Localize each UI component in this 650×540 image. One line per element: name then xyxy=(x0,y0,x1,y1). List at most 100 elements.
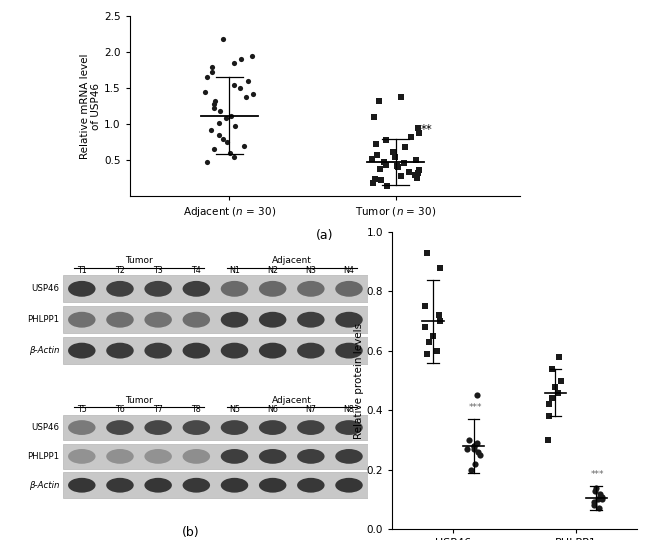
Text: T2: T2 xyxy=(115,266,125,274)
Text: ***: *** xyxy=(469,403,482,412)
Point xyxy=(593,504,604,512)
Point xyxy=(422,248,432,257)
Point xyxy=(413,124,423,132)
Point xyxy=(382,182,392,191)
Ellipse shape xyxy=(297,478,324,492)
Ellipse shape xyxy=(183,312,210,328)
Text: PHLPP1: PHLPP1 xyxy=(27,315,59,324)
Ellipse shape xyxy=(106,420,134,435)
Point xyxy=(206,126,216,134)
Point xyxy=(544,400,554,409)
Ellipse shape xyxy=(106,312,134,328)
Text: **: ** xyxy=(421,123,432,136)
Ellipse shape xyxy=(259,343,287,359)
Point xyxy=(469,442,479,450)
Ellipse shape xyxy=(297,312,324,328)
Point xyxy=(390,152,400,161)
Point xyxy=(214,118,224,127)
Point xyxy=(368,179,378,187)
Point xyxy=(422,349,432,358)
Ellipse shape xyxy=(335,478,363,492)
Ellipse shape xyxy=(68,281,96,297)
Ellipse shape xyxy=(335,420,363,435)
Point xyxy=(372,150,382,159)
Point xyxy=(229,59,239,68)
Point xyxy=(406,133,416,141)
Point xyxy=(435,317,445,326)
Point xyxy=(597,492,607,501)
Ellipse shape xyxy=(297,449,324,464)
Point xyxy=(235,84,245,92)
Point xyxy=(391,161,402,170)
Point xyxy=(369,113,379,122)
Text: Tumor: Tumor xyxy=(125,256,153,265)
Ellipse shape xyxy=(183,449,210,464)
Point xyxy=(434,311,445,320)
Point xyxy=(236,55,246,64)
Point xyxy=(200,87,211,96)
Ellipse shape xyxy=(335,343,363,359)
Point xyxy=(381,136,391,144)
Point xyxy=(209,145,220,154)
Ellipse shape xyxy=(297,420,324,435)
Ellipse shape xyxy=(106,478,134,492)
Y-axis label: Relative protein levels: Relative protein levels xyxy=(354,322,364,438)
Ellipse shape xyxy=(68,343,96,359)
Point xyxy=(229,80,240,89)
Text: N7: N7 xyxy=(306,405,317,414)
Point xyxy=(367,154,378,163)
Point xyxy=(412,169,423,178)
Ellipse shape xyxy=(221,478,248,492)
Point xyxy=(398,159,409,167)
Point xyxy=(375,165,385,173)
Ellipse shape xyxy=(144,420,172,435)
Point xyxy=(242,77,253,85)
Point xyxy=(202,157,212,166)
Ellipse shape xyxy=(144,449,172,464)
Point xyxy=(375,176,385,185)
Point xyxy=(411,156,421,165)
Text: T4: T4 xyxy=(192,266,202,274)
Point xyxy=(542,436,552,444)
Text: T3: T3 xyxy=(153,266,163,274)
Bar xyxy=(62,337,368,364)
Point xyxy=(544,412,554,421)
Point xyxy=(589,501,599,510)
Text: T5: T5 xyxy=(77,405,86,414)
Text: (b): (b) xyxy=(182,526,200,539)
Ellipse shape xyxy=(259,449,287,464)
Ellipse shape xyxy=(183,478,210,492)
Ellipse shape xyxy=(106,343,134,359)
Point xyxy=(595,492,605,501)
Point xyxy=(550,382,560,391)
Point xyxy=(554,353,564,361)
Point xyxy=(590,483,601,492)
Ellipse shape xyxy=(259,420,287,435)
Point xyxy=(424,338,434,346)
Text: N5: N5 xyxy=(229,405,240,414)
Ellipse shape xyxy=(335,312,363,328)
Point xyxy=(436,264,446,272)
Ellipse shape xyxy=(335,281,363,297)
Point xyxy=(420,302,430,310)
Text: T8: T8 xyxy=(192,405,202,414)
Ellipse shape xyxy=(144,478,172,492)
Text: β-Actin: β-Actin xyxy=(29,481,59,490)
Point xyxy=(420,323,430,332)
Ellipse shape xyxy=(68,312,96,328)
Point xyxy=(229,122,240,130)
Ellipse shape xyxy=(297,281,324,297)
Ellipse shape xyxy=(144,343,172,359)
Point xyxy=(400,143,410,152)
Ellipse shape xyxy=(106,281,134,297)
Point xyxy=(239,141,249,150)
Ellipse shape xyxy=(221,312,248,328)
Point xyxy=(226,111,236,120)
Point xyxy=(597,495,608,504)
Text: T7: T7 xyxy=(153,405,163,414)
Point xyxy=(547,364,557,373)
Ellipse shape xyxy=(68,420,96,435)
Point xyxy=(247,51,257,60)
Point xyxy=(207,68,218,77)
Point xyxy=(472,438,482,447)
